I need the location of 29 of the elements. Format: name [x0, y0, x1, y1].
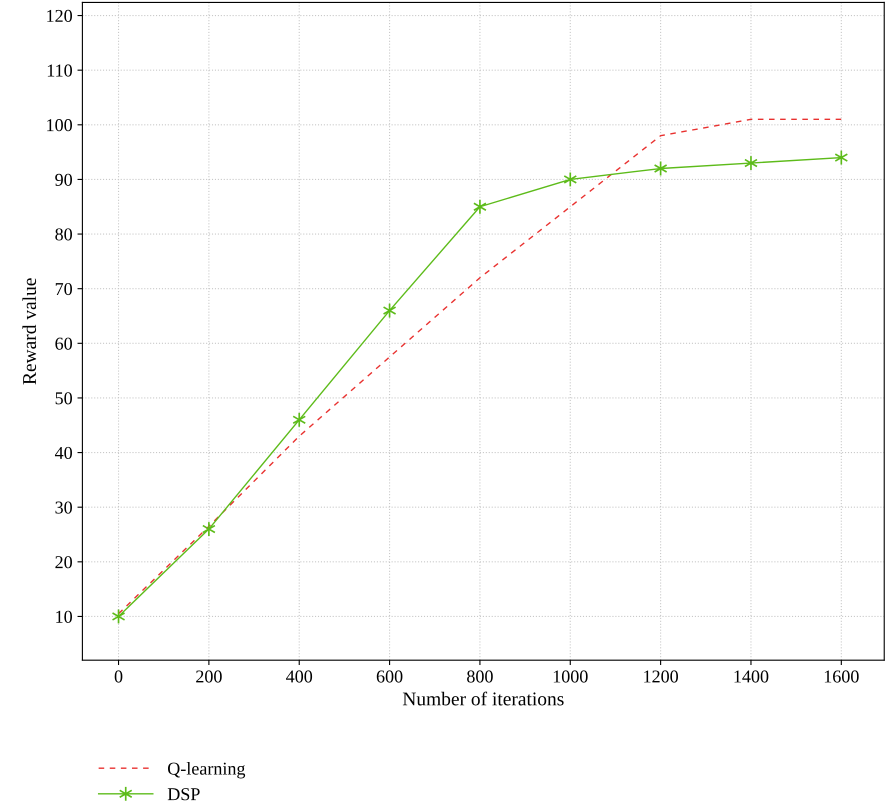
- y-tick-label: 50: [56, 392, 72, 404]
- legend-label: DSP: [168, 788, 200, 800]
- x-tick-label: 1200: [644, 670, 678, 683]
- legend-label: Q-learning: [168, 762, 246, 778]
- point: [473, 198, 487, 215]
- x-tick-label: 200: [196, 670, 222, 683]
- y-axis-title: Reward value: [22, 278, 36, 384]
- x-tick-label: 600: [376, 670, 402, 683]
- point: [744, 155, 758, 171]
- x-tick-label: 1000: [554, 670, 588, 683]
- x-tick-label: 800: [467, 670, 493, 683]
- point: [382, 302, 396, 318]
- point: [112, 608, 126, 624]
- y-tick-label: 120: [47, 10, 72, 22]
- y-tick-label: 40: [54, 446, 72, 460]
- x-axis-title: Number of iterations: [402, 692, 564, 706]
- y-tick-label: 100: [47, 119, 72, 132]
- y-tick-label: 60: [55, 338, 72, 350]
- y-tick-label: 10: [56, 610, 72, 623]
- y-tick-label: 110: [48, 64, 72, 77]
- y-tick-label: 80: [55, 228, 72, 240]
- y-tick-label: 20: [55, 556, 72, 568]
- x-tick-label: 1600: [824, 670, 859, 683]
- y-tick-label: 30: [55, 501, 72, 514]
- x-tick-label: 0: [114, 670, 122, 683]
- y-tick-label: 90: [55, 174, 72, 186]
- x-tick-label: 400: [286, 670, 312, 683]
- y-tick-label: 70: [56, 282, 72, 296]
- x-tick-label: 1400: [734, 670, 768, 683]
